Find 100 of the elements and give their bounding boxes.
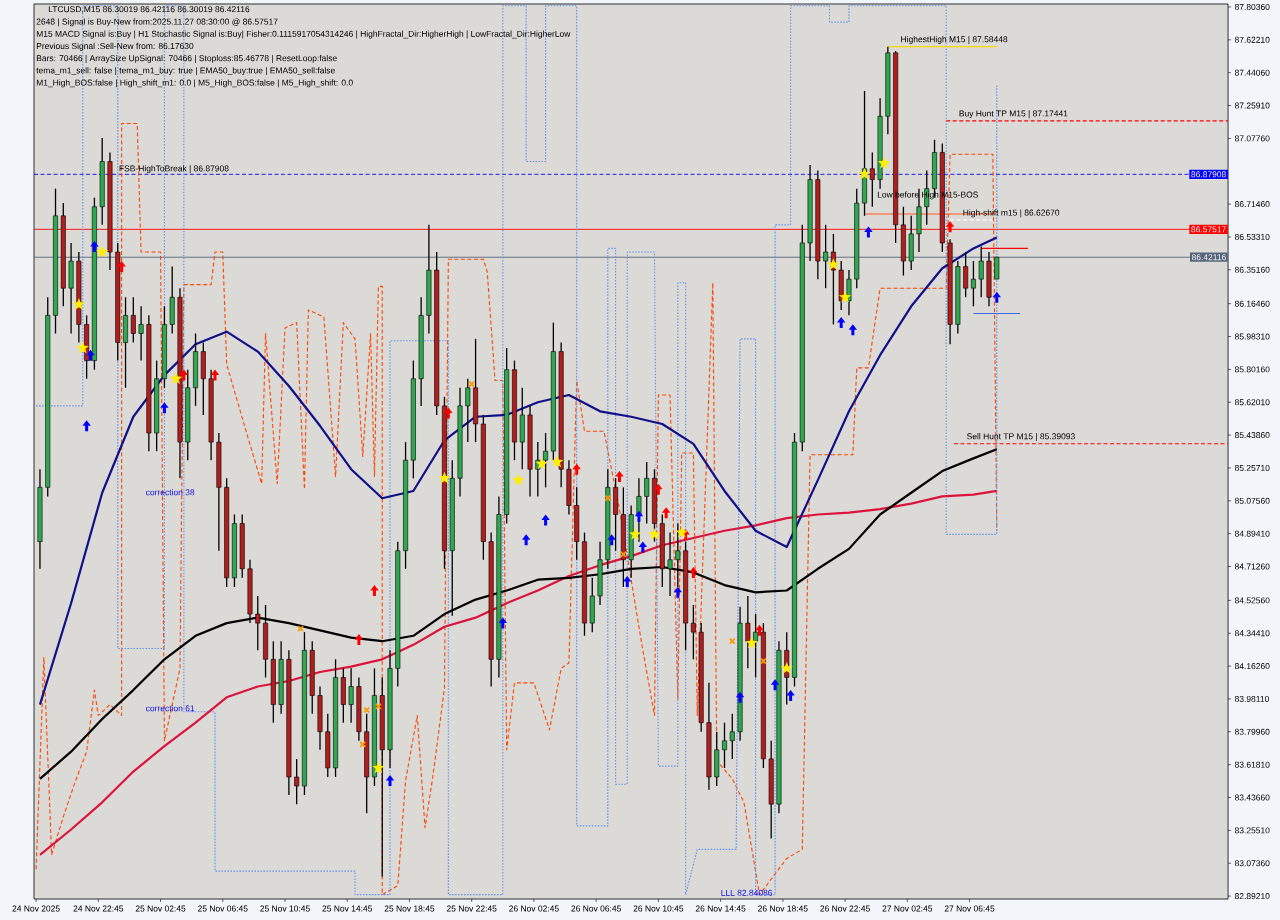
point: [572, 463, 581, 475]
candlestick: [745, 595, 751, 670]
point: [654, 483, 663, 495]
y-tick-label: 86.53310: [1234, 233, 1270, 240]
y-tick-label: 87.44060: [1234, 69, 1270, 76]
x-tick-label: 26 Nov 18:45: [758, 905, 808, 912]
x-tick-label: 25 Nov 22:45: [446, 905, 497, 912]
candlestick: [729, 712, 735, 760]
point: [689, 566, 698, 578]
candlestick: [644, 461, 650, 525]
y-tick-label: 85.25710: [1234, 464, 1270, 471]
candlestick: [348, 667, 354, 724]
candlestick: [823, 224, 829, 289]
point: [848, 324, 858, 336]
x-tick-label: 25 Nov 14:45: [322, 905, 373, 912]
candlestick: [970, 260, 976, 307]
point: [297, 625, 304, 632]
annotation: FSB-HighToBreak | 86.87908: [119, 165, 229, 174]
candlestick: [255, 595, 261, 651]
point: [370, 585, 379, 597]
x-tick-label: 24 Nov 22:45: [73, 905, 124, 912]
y-tick-label: 85.98310: [1234, 333, 1270, 340]
point: [838, 290, 852, 303]
point: [512, 473, 525, 486]
x-tick-label: 27 Nov 06:45: [944, 905, 995, 912]
point: [210, 369, 220, 381]
annotation: 2648 | Signal is Buy-New from:2025.11.27 08:30:00 @ 86.57517: [36, 18, 278, 27]
point: [673, 586, 683, 598]
point: [864, 226, 873, 238]
candlestick: [138, 305, 144, 362]
x-tick-label: 25 Nov 02:45: [135, 905, 186, 912]
point: [385, 775, 395, 787]
y-tick-label: 83.98110: [1234, 695, 1269, 702]
point: [160, 402, 169, 414]
y-tick-label: 87.80360: [1234, 3, 1270, 10]
point: [770, 679, 780, 691]
series-label: HighestHigh M15 | 87.58448: [901, 35, 1008, 44]
y-tick-label: 83.79960: [1234, 728, 1270, 735]
y-tick-label: 84.34410: [1234, 630, 1270, 637]
annotation: LLL 82.84086: [721, 889, 773, 896]
chart-title: LTCUSD,M15 86.30019 86.42116 86.30019 86.42116: [48, 6, 250, 14]
candlestick: [994, 256, 1000, 280]
x-tick-label: 24 Nov 2025: [12, 905, 60, 912]
y-tick-label: 86.35160: [1234, 266, 1270, 273]
candlestick: [963, 251, 969, 298]
point: [72, 298, 86, 310]
point: [541, 514, 550, 526]
x-tick-label: 26 Nov 10:45: [633, 905, 684, 912]
ref-line-label: 86.87908: [1191, 171, 1226, 178]
point: [76, 341, 89, 354]
x-tick-label: 26 Nov 14:45: [695, 905, 746, 912]
point: [992, 291, 1001, 303]
y-tick-label: 84.16260: [1234, 663, 1270, 670]
y-tick-label: 85.07560: [1234, 497, 1270, 504]
y-tick-label: 87.62210: [1234, 36, 1270, 43]
series-label: Sell Hunt TP M15 | 85.39093: [967, 433, 1075, 442]
point: [945, 221, 955, 233]
candlestick: [294, 758, 300, 805]
y-tick-label: 86.16460: [1234, 300, 1270, 307]
point: [372, 761, 385, 774]
series-label: Buy Hunt TP M15 | 87.17441: [959, 110, 1068, 119]
annotation: Previous Signal :Sell-New from: 86.17630: [36, 42, 194, 51]
series-label: High-shift m15 | 86.62670: [963, 209, 1060, 218]
point: [438, 471, 451, 484]
candlestick: [978, 245, 984, 298]
point: [179, 369, 189, 381]
point: [675, 526, 688, 538]
point: [648, 527, 661, 540]
ref-line-label: 86.42116: [1191, 254, 1226, 261]
y-tick-label: 87.07760: [1234, 135, 1270, 142]
candlestick: [869, 151, 875, 208]
point: [755, 624, 764, 636]
point: [90, 241, 99, 253]
annotation: correction 61: [146, 705, 195, 712]
y-tick-label: 84.71260: [1234, 563, 1270, 570]
point: [354, 633, 364, 645]
y-tick-label: 85.80160: [1234, 366, 1270, 373]
annotation: tema_m1_sell: false | tema_m1_buy: true | EMA50_buy:true | EMA50_sell:false: [36, 67, 335, 76]
y-tick-label: 84.52560: [1234, 597, 1270, 604]
x-tick-label: 26 Nov 22:45: [820, 905, 870, 912]
point: [615, 470, 624, 482]
candlestick: [667, 531, 673, 597]
point: [827, 258, 840, 270]
y-tick-label: 85.43860: [1234, 432, 1270, 439]
annotation: M15 MACD Signal is:Buy | H1 Stochastic Signal is:Buy| Fisher:0.1115917054314246 | HighFractal_Dir:HigherHigh | LowFractal_Dir:HigherLow: [36, 30, 571, 39]
y-tick-label: 84.89410: [1234, 530, 1270, 537]
x-tick-label: 25 Nov 18:45: [384, 905, 435, 912]
line-series: [38, 489, 998, 856]
candlestick: [130, 296, 136, 344]
y-tick-label: 85.62010: [1234, 399, 1270, 406]
point: [535, 457, 548, 470]
x-tick-label: 25 Nov 10:45: [260, 905, 310, 912]
x-tick-label: 26 Nov 06:45: [571, 905, 621, 912]
candlestick: [636, 477, 642, 543]
y-tick-label: 83.43660: [1234, 794, 1270, 801]
point: [551, 455, 564, 468]
point: [628, 527, 642, 540]
candlestick: [465, 378, 471, 443]
annotation: Bars: 70466 | ArraySize UpSignal: 70466 | Stoploss:85.46778 | ResetLoop:false: [36, 54, 337, 63]
point: [745, 636, 758, 649]
